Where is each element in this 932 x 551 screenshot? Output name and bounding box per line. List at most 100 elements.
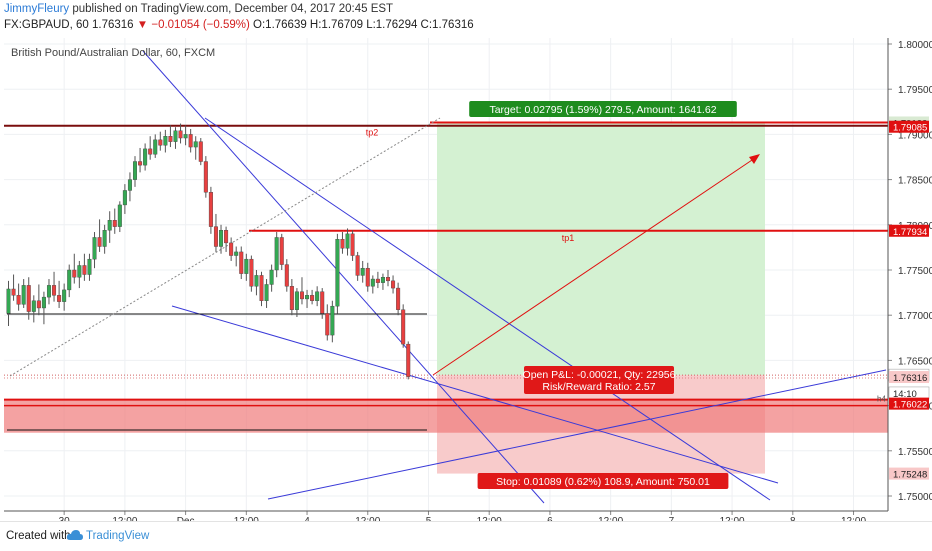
candle-body[interactable] <box>52 285 57 296</box>
candle-body[interactable] <box>62 289 67 302</box>
candle-body[interactable] <box>11 288 16 296</box>
candle-body[interactable] <box>208 192 213 227</box>
candle-body[interactable] <box>92 237 97 260</box>
pnl-box[interactable] <box>524 366 674 394</box>
candle-body[interactable] <box>97 237 102 247</box>
candle-body[interactable] <box>143 148 148 166</box>
author-link[interactable]: JimmyFleury <box>4 3 70 15</box>
candle-body[interactable] <box>132 161 137 180</box>
candle-body[interactable] <box>365 267 370 287</box>
trendline[interactable] <box>171 305 779 484</box>
candle-body[interactable] <box>406 343 411 377</box>
candle-body[interactable] <box>234 251 239 256</box>
projection-arrow[interactable] <box>432 155 759 376</box>
candle-body[interactable] <box>178 130 183 139</box>
candle-body[interactable] <box>36 300 41 309</box>
candle-body[interactable] <box>350 233 355 256</box>
candle-body[interactable] <box>16 295 21 305</box>
candle-body[interactable] <box>320 291 325 314</box>
candle-body[interactable] <box>26 285 31 312</box>
x-tick-label: 12:00 <box>720 516 745 521</box>
candle-body[interactable] <box>355 255 360 276</box>
candle-body[interactable] <box>158 139 163 146</box>
axis-price-label <box>889 224 929 237</box>
support-zone[interactable] <box>4 399 888 433</box>
candle-body[interactable] <box>274 237 279 271</box>
candle-body[interactable] <box>391 280 396 289</box>
candle-body[interactable] <box>82 265 87 275</box>
candle-body[interactable] <box>370 278 375 287</box>
candle-body[interactable] <box>41 296 46 309</box>
candle-body[interactable] <box>31 300 36 312</box>
price-chart[interactable]: tp2 tp1 Target: 0.02795 (1.59%) 279.5, Amo… <box>0 38 932 521</box>
candle-body[interactable] <box>112 220 117 227</box>
candle-body[interactable] <box>254 275 259 287</box>
candle-body[interactable] <box>6 288 11 314</box>
candle-body[interactable] <box>198 141 203 162</box>
fib-dotted-line[interactable] <box>9 117 441 377</box>
trendline[interactable] <box>142 50 545 504</box>
candle-body[interactable] <box>360 267 365 276</box>
candle-body[interactable] <box>294 291 299 310</box>
candle-body[interactable] <box>138 161 143 166</box>
candle-body[interactable] <box>183 134 188 139</box>
candle-body[interactable] <box>289 286 294 310</box>
candle-body[interactable] <box>284 264 289 287</box>
candle-body[interactable] <box>107 220 112 231</box>
candle-body[interactable] <box>375 278 380 283</box>
candle-body[interactable] <box>102 230 107 247</box>
candle-body[interactable] <box>153 139 158 155</box>
candle-body[interactable] <box>299 291 304 300</box>
price-axis[interactable]: 1.800001.795001.790001.785001.780001.775… <box>887 38 932 511</box>
candle-body[interactable] <box>168 136 173 142</box>
candle-body[interactable] <box>244 258 249 274</box>
trendline[interactable] <box>204 117 771 501</box>
candle-body[interactable] <box>122 190 127 206</box>
candlesticks <box>6 123 411 380</box>
candle-body[interactable] <box>87 258 92 275</box>
candle-body[interactable] <box>57 295 62 302</box>
candle-body[interactable] <box>67 269 72 291</box>
target-box[interactable] <box>469 101 737 117</box>
candle-body[interactable] <box>401 309 406 345</box>
candle-body[interactable] <box>163 136 168 146</box>
candle-body[interactable] <box>127 179 132 191</box>
candle-body[interactable] <box>259 275 264 301</box>
symbol-label: FX:GBPAUD, 60 <box>4 19 89 31</box>
candle-body[interactable] <box>269 269 274 285</box>
candle-body[interactable] <box>264 284 269 301</box>
candle-body[interactable] <box>305 295 310 300</box>
candle-body[interactable] <box>310 295 315 301</box>
candle-body[interactable] <box>249 258 254 287</box>
candle-body[interactable] <box>325 313 330 336</box>
candle-body[interactable] <box>224 230 229 244</box>
candle-body[interactable] <box>46 285 51 298</box>
candle-body[interactable] <box>380 277 385 283</box>
candle-body[interactable] <box>173 130 178 142</box>
candle-body[interactable] <box>279 237 284 265</box>
candle-body[interactable] <box>386 277 391 282</box>
candle-body[interactable] <box>396 287 401 310</box>
candle-body[interactable] <box>213 226 218 247</box>
tradingview-link[interactable]: TradingView <box>86 530 150 542</box>
candle-body[interactable] <box>188 134 193 148</box>
candle-body[interactable] <box>72 269 77 278</box>
candle-body[interactable] <box>239 251 244 274</box>
candle-body[interactable] <box>315 291 320 301</box>
target-zone[interactable] <box>437 122 765 376</box>
candle-body[interactable] <box>229 242 234 256</box>
candle-body[interactable] <box>77 265 82 278</box>
candle-body[interactable] <box>219 230 224 247</box>
candle-body[interactable] <box>340 239 345 249</box>
candle-body[interactable] <box>203 161 208 193</box>
trendline[interactable] <box>267 369 887 500</box>
candle-body[interactable] <box>345 233 350 249</box>
candle-body[interactable] <box>330 305 335 336</box>
candle-body[interactable] <box>193 141 198 148</box>
candle-body[interactable] <box>335 239 340 307</box>
candle-body[interactable] <box>21 285 26 305</box>
time-axis[interactable]: 30 12:00 Dec 12:00 4 12:00 5 12:00 6 12:00 7 12:00 8… <box>4 510 888 521</box>
stop-box[interactable] <box>477 473 729 489</box>
candle-body[interactable] <box>117 204 122 227</box>
candle-body[interactable] <box>148 148 153 155</box>
